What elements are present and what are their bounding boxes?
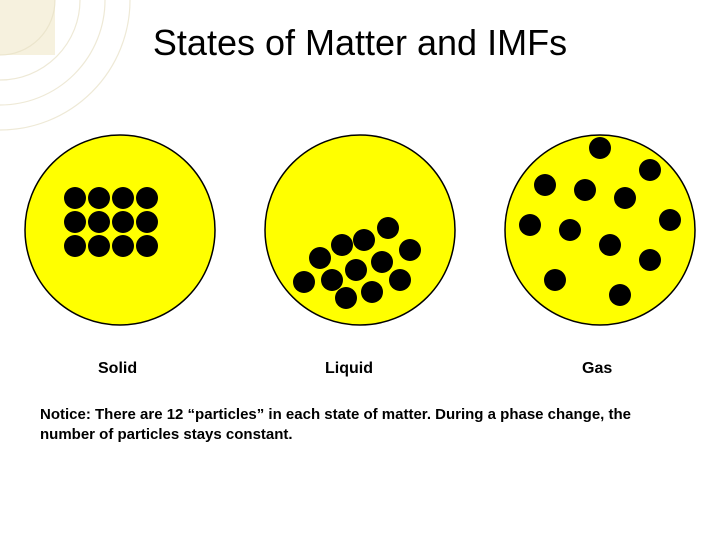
particle [559, 219, 581, 241]
particle [309, 247, 331, 269]
particle [136, 187, 158, 209]
particle [64, 211, 86, 233]
particle [112, 211, 134, 233]
label-solid: Solid [98, 360, 137, 378]
particle [371, 251, 393, 273]
diagram-row [0, 130, 720, 330]
particle [639, 159, 661, 181]
corner-decoration [0, 0, 140, 140]
page-title: States of Matter and IMFs [0, 22, 720, 64]
label-liquid: Liquid [325, 360, 373, 378]
particle [614, 187, 636, 209]
particle [136, 235, 158, 257]
state-gas [500, 130, 700, 330]
particle [377, 217, 399, 239]
particle [574, 179, 596, 201]
state-liquid [260, 130, 460, 330]
particle [64, 187, 86, 209]
particle [335, 287, 357, 309]
particle [361, 281, 383, 303]
particle [399, 239, 421, 261]
particle [599, 234, 621, 256]
particle [659, 209, 681, 231]
particle [389, 269, 411, 291]
particle [88, 235, 110, 257]
particle [293, 271, 315, 293]
particle [639, 249, 661, 271]
particle [88, 187, 110, 209]
particle [136, 211, 158, 233]
particle [353, 229, 375, 251]
particle [519, 214, 541, 236]
particle [544, 269, 566, 291]
caption-text: Notice: There are 12 “particles” in each… [40, 405, 680, 446]
particle [321, 269, 343, 291]
particle [534, 174, 556, 196]
particle [88, 211, 110, 233]
particle [112, 187, 134, 209]
state-solid [20, 130, 220, 330]
particle [345, 259, 367, 281]
particle [589, 137, 611, 159]
particle [112, 235, 134, 257]
label-gas: Gas [582, 360, 612, 378]
particle [609, 284, 631, 306]
particle [64, 235, 86, 257]
particle [331, 234, 353, 256]
